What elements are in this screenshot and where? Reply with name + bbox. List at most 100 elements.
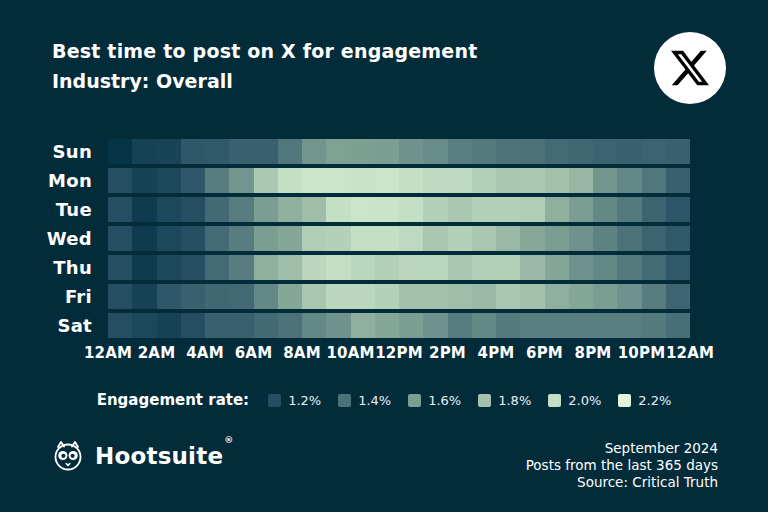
- heatmap-cell: [423, 313, 447, 338]
- heatmap-cell: [205, 284, 229, 309]
- heatmap-row-mon: [108, 168, 690, 193]
- heatmap-cell: [569, 197, 593, 222]
- legend-value: 1.8%: [498, 393, 531, 408]
- legend-swatch: [618, 394, 631, 407]
- heatmap-cell: [472, 168, 496, 193]
- heatmap-cell: [229, 313, 253, 338]
- legend-entry: 1.8%: [478, 393, 531, 408]
- heatmap-cell: [399, 226, 423, 251]
- heatmap-cell: [593, 139, 617, 164]
- heatmap-cell: [181, 168, 205, 193]
- heatmap-cell: [375, 255, 399, 280]
- x-tick-label: 6AM: [235, 344, 273, 362]
- legend-value: 1.4%: [358, 393, 391, 408]
- heatmap-cell: [108, 284, 132, 309]
- heatmap-cell: [472, 284, 496, 309]
- heatmap-cell: [666, 197, 690, 222]
- heatmap-row-tue: [108, 197, 690, 222]
- heatmap-cell: [302, 226, 326, 251]
- heatmap-cell: [181, 255, 205, 280]
- heatmap-cell: [569, 139, 593, 164]
- heatmap-cell: [108, 226, 132, 251]
- heatmap-cell: [278, 168, 302, 193]
- heatmap-cell: [399, 139, 423, 164]
- heatmap-cell: [351, 139, 375, 164]
- heatmap-cell: [666, 226, 690, 251]
- heatmap-cell: [157, 284, 181, 309]
- heatmap-cell: [108, 197, 132, 222]
- heatmap-cell: [108, 168, 132, 193]
- heatmap-cell: [229, 197, 253, 222]
- heatmap-cell: [593, 284, 617, 309]
- heatmap-cell: [108, 255, 132, 280]
- heatmap-cell: [132, 284, 156, 309]
- heatmap-cell: [496, 139, 520, 164]
- heatmap-cell: [375, 313, 399, 338]
- heatmap-cell: [617, 255, 641, 280]
- x-tick-label: 2PM: [429, 344, 466, 362]
- heatmap-cell: [569, 284, 593, 309]
- heatmap-cell: [448, 197, 472, 222]
- heatmap-cell: [157, 197, 181, 222]
- hootsuite-logo: Hootsuite®: [50, 438, 232, 474]
- heatmap-cell: [351, 284, 375, 309]
- heatmap-cell: [448, 255, 472, 280]
- heatmap-cell: [302, 168, 326, 193]
- heatmap-cell: [326, 197, 350, 222]
- heatmap-cell: [520, 313, 544, 338]
- legend-value: 1.6%: [428, 393, 461, 408]
- heatmap-cell: [132, 255, 156, 280]
- day-label-mon: Mon: [0, 168, 92, 193]
- heatmap-cell: [229, 284, 253, 309]
- legend-value: 2.0%: [568, 393, 601, 408]
- heatmap-cell: [520, 226, 544, 251]
- heatmap-cell: [496, 313, 520, 338]
- heatmap-cell: [157, 139, 181, 164]
- heatmap-cell: [448, 168, 472, 193]
- heatmap-cell: [205, 197, 229, 222]
- heatmap-cell: [666, 168, 690, 193]
- heatmap-cell: [496, 255, 520, 280]
- heatmap-cell: [254, 197, 278, 222]
- heatmap-cell: [399, 255, 423, 280]
- heatmap-cell: [375, 197, 399, 222]
- heatmap-cell: [520, 168, 544, 193]
- heatmap-cell: [642, 226, 666, 251]
- range-label: Posts from the last 365 days: [526, 457, 718, 474]
- day-label-tue: Tue: [0, 197, 92, 222]
- heatmap-cell: [326, 226, 350, 251]
- heatmap-cell: [593, 226, 617, 251]
- heatmap-cell: [278, 197, 302, 222]
- heatmap-cell: [545, 284, 569, 309]
- legend-entry: 2.2%: [618, 393, 671, 408]
- heatmap-cell: [326, 284, 350, 309]
- heatmap-cell: [181, 313, 205, 338]
- heatmap-cell: [132, 226, 156, 251]
- day-label-sun: Sun: [0, 139, 92, 164]
- heatmap-cell: [254, 313, 278, 338]
- heatmap-cell: [545, 313, 569, 338]
- heatmap-cell: [326, 168, 350, 193]
- heatmap-cell: [448, 226, 472, 251]
- x-tick-label: 2AM: [138, 344, 176, 362]
- heatmap-cell: [132, 197, 156, 222]
- heatmap-cell: [545, 197, 569, 222]
- heatmap-row-sat: [108, 313, 690, 338]
- heatmap-cell: [351, 226, 375, 251]
- heatmap-cell: [278, 313, 302, 338]
- hootsuite-wordmark: Hootsuite®: [95, 443, 232, 469]
- legend-swatch: [478, 394, 491, 407]
- heatmap-cell: [642, 255, 666, 280]
- heatmap-cell: [472, 139, 496, 164]
- legend-entry: 1.4%: [338, 393, 391, 408]
- heatmap-cell: [181, 226, 205, 251]
- heatmap-cell: [642, 197, 666, 222]
- heatmap-cell: [496, 226, 520, 251]
- heatmap-cell: [472, 255, 496, 280]
- legend-entry: 1.2%: [268, 393, 321, 408]
- heatmap-cell: [520, 139, 544, 164]
- heatmap-cell: [593, 255, 617, 280]
- heatmap-cell: [326, 313, 350, 338]
- heatmap-cell: [593, 168, 617, 193]
- x-tick-label: 8PM: [575, 344, 612, 362]
